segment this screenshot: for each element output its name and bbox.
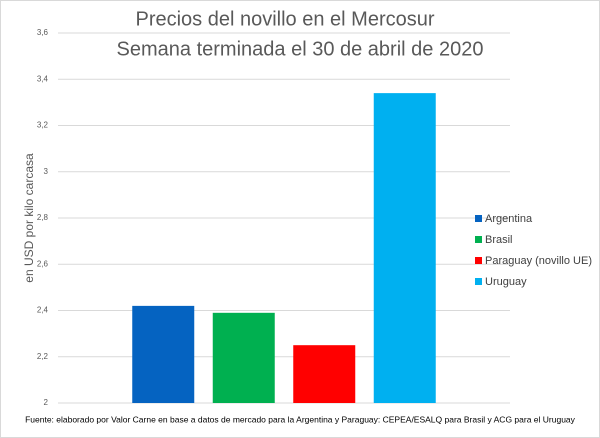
legend-swatch: [475, 257, 482, 264]
bar: [373, 93, 436, 403]
y-tick-label: 2,6: [37, 259, 49, 268]
y-tick-label: 3: [44, 167, 49, 176]
legend-swatch: [475, 215, 482, 222]
y-tick-label: 2: [44, 398, 49, 407]
chart-title: Precios del novillo en el Mercosur: [135, 8, 434, 30]
y-axis-label: en USD por kilo carcasa: [22, 153, 36, 283]
legend-label: Uruguay: [485, 276, 527, 288]
legend-label: Brasil: [485, 234, 513, 246]
y-tick-label: 3,6: [37, 28, 49, 37]
legend-swatch: [475, 278, 482, 285]
y-tick-label: 2,2: [37, 352, 49, 361]
bar: [293, 345, 356, 403]
legend-swatch: [475, 236, 482, 243]
source-note: Fuente: elaborado por Valor Carne en bas…: [25, 414, 576, 424]
y-tick-label: 3,2: [37, 121, 49, 130]
y-tick-label: 3,4: [37, 74, 49, 83]
y-tick-label: 2,4: [37, 306, 49, 315]
bar: [212, 312, 275, 403]
legend-label: Argentina: [485, 213, 533, 225]
y-tick-label: 2,8: [37, 213, 49, 222]
legend-label: Paraguay (novillo UE): [485, 255, 592, 267]
chart-subtitle: Semana terminada el 30 de abril de 2020: [117, 38, 484, 60]
bar: [132, 305, 195, 403]
